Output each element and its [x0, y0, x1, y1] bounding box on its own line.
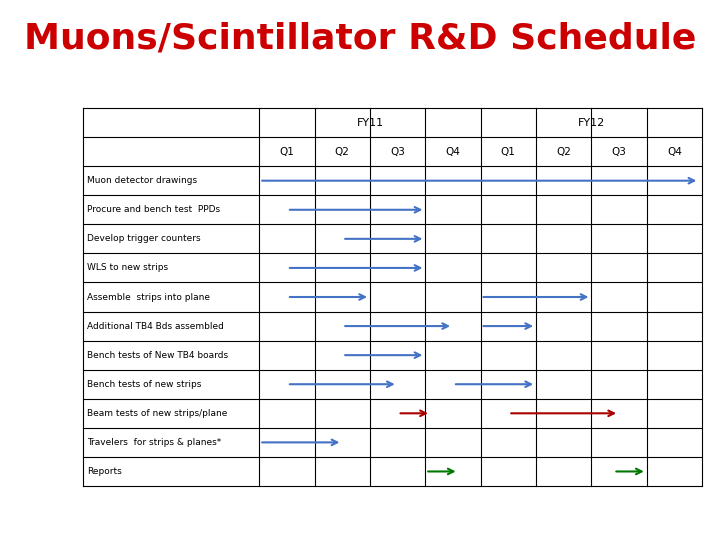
Text: Additional TB4 Bds assembled: Additional TB4 Bds assembled: [87, 322, 224, 330]
Text: Q1: Q1: [501, 147, 516, 157]
Text: Reports: Reports: [87, 467, 122, 476]
Text: Bench tests of new strips: Bench tests of new strips: [87, 380, 202, 389]
Text: Beam tests of new strips/plane: Beam tests of new strips/plane: [87, 409, 228, 418]
Text: Muon detector drawings: Muon detector drawings: [87, 176, 197, 185]
Text: FY11: FY11: [356, 118, 384, 127]
Text: Procure and bench test  PPDs: Procure and bench test PPDs: [87, 205, 220, 214]
Text: Q2: Q2: [335, 147, 350, 157]
Text: Q4: Q4: [667, 147, 682, 157]
Text: WLS to new strips: WLS to new strips: [87, 264, 168, 272]
Text: Muons/Scintillator R&D Schedule: Muons/Scintillator R&D Schedule: [24, 22, 696, 56]
Text: Bench tests of New TB4 boards: Bench tests of New TB4 boards: [87, 350, 228, 360]
Text: Q1: Q1: [279, 147, 294, 157]
Text: Q3: Q3: [390, 147, 405, 157]
Text: Travelers  for strips & planes*: Travelers for strips & planes*: [87, 438, 221, 447]
Text: Develop trigger counters: Develop trigger counters: [87, 234, 201, 244]
Text: Q2: Q2: [557, 147, 571, 157]
Text: FY12: FY12: [577, 118, 605, 127]
Text: Q3: Q3: [611, 147, 626, 157]
Text: Assemble  strips into plane: Assemble strips into plane: [87, 293, 210, 301]
Text: Q4: Q4: [446, 147, 460, 157]
